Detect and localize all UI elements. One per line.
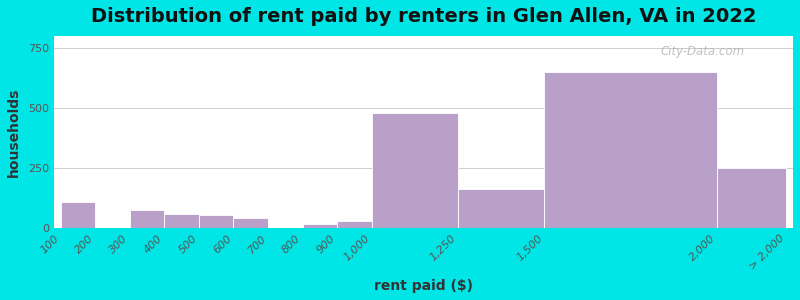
Y-axis label: households: households	[7, 88, 21, 177]
Bar	[717, 168, 786, 228]
Bar	[165, 214, 199, 228]
Title: Distribution of rent paid by renters in Glen Allen, VA in 2022: Distribution of rent paid by renters in …	[90, 7, 756, 26]
Bar	[544, 72, 717, 228]
Text: City-Data.com: City-Data.com	[660, 46, 744, 59]
Bar	[61, 202, 95, 228]
Bar	[302, 224, 337, 228]
Bar	[234, 218, 268, 228]
Bar	[130, 210, 165, 228]
Bar	[372, 113, 458, 228]
X-axis label: rent paid ($): rent paid ($)	[374, 279, 473, 293]
Bar	[199, 215, 234, 228]
Bar	[337, 221, 372, 228]
Bar	[458, 189, 544, 228]
